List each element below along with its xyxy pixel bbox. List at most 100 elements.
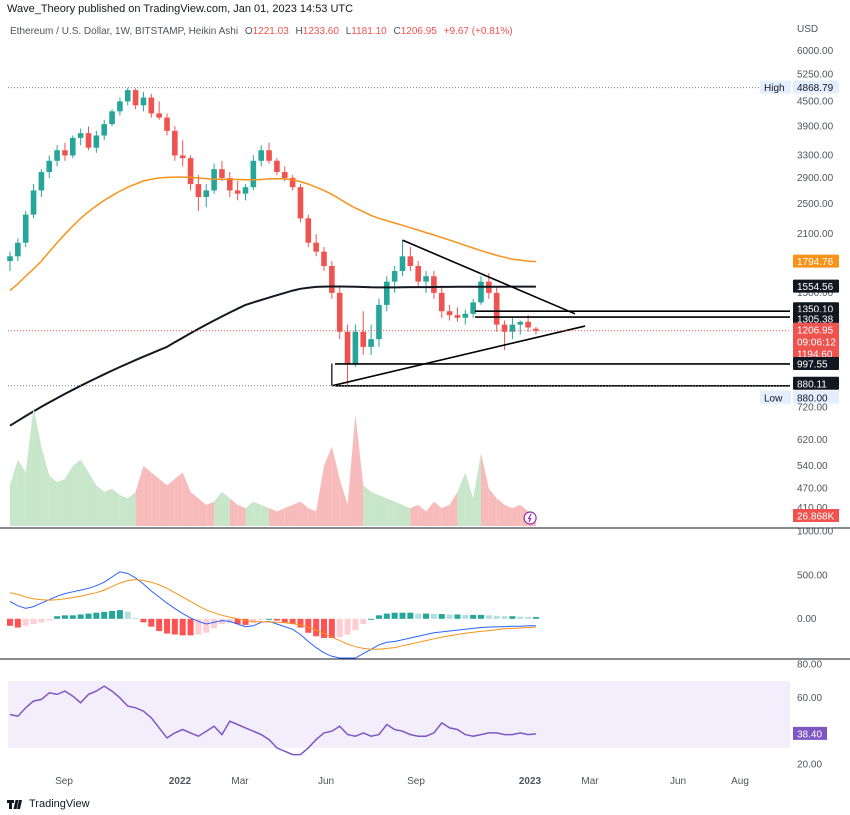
brand-label: TradingView — [29, 798, 90, 810]
candle-body — [164, 117, 170, 131]
candle-body — [384, 281, 390, 305]
macd-tick-label: 500.00 — [797, 570, 828, 581]
volume-area-segment — [386, 498, 395, 526]
candle-body — [501, 324, 508, 332]
ema-50-line — [9, 176, 536, 292]
volume-area-segment — [10, 459, 18, 526]
low-value: 880.00 — [797, 393, 828, 404]
candle-body — [329, 265, 335, 293]
volume-area-segment — [112, 488, 120, 526]
candle-body — [30, 190, 37, 215]
candle-body — [305, 218, 312, 243]
currency-label: USD — [797, 24, 818, 35]
volume-area-segment — [237, 504, 246, 526]
macd-histogram-bar — [470, 614, 477, 619]
candle-body — [478, 281, 484, 303]
macd-histogram-bar — [171, 618, 178, 635]
volume-area-segment — [72, 459, 81, 526]
volume-area-segment — [182, 472, 191, 526]
ma-value-tag-bg — [793, 279, 839, 293]
volume-area-segment — [394, 501, 403, 526]
volume-area-segment — [496, 498, 505, 526]
price-tick-label: 2900.00 — [797, 173, 834, 184]
volume-area-segment — [174, 472, 183, 526]
volume-area-segment — [104, 488, 113, 526]
volume-area-segment — [64, 465, 73, 526]
price-tick-label: 5250.00 — [797, 70, 834, 81]
volume-area-segment — [17, 459, 26, 526]
upper-trendline — [402, 239, 576, 315]
candle-body — [407, 256, 414, 266]
macd-histogram-bar — [61, 615, 68, 619]
candle-body — [431, 276, 437, 293]
macd-histogram-bar — [478, 614, 484, 619]
footer[interactable]: TradingView — [7, 796, 90, 812]
candle-body — [15, 242, 21, 257]
macd-histogram-bar — [38, 618, 45, 623]
ma-value-tag: 1554.56 — [797, 282, 834, 293]
volume-area-segment — [292, 501, 301, 526]
volume-area-segment — [214, 491, 222, 526]
volume-area-segment — [300, 501, 309, 526]
candle-body — [281, 172, 288, 178]
price-pane: 6000.00 5250.00 4500.00 3900.00 3300.00 2900.… — [7, 40, 839, 427]
macd-histogram-bar — [85, 613, 92, 619]
legend-c: 1206.95 — [401, 26, 438, 37]
macd-histogram-bar — [509, 616, 516, 619]
volume-area-segment — [229, 498, 238, 526]
signal-line — [9, 579, 536, 650]
candle-body — [132, 90, 139, 106]
x-tick-label: Sep — [55, 776, 73, 787]
candle-body — [352, 331, 359, 364]
macd-histogram-bar — [69, 615, 76, 619]
macd-histogram-bar — [273, 618, 280, 621]
ema-value-tag-bg — [793, 254, 839, 268]
x-tick-label: Jun — [670, 776, 686, 787]
macd-histogram-bar — [485, 615, 492, 619]
legend-change: +9.67 (+0.81%) — [444, 26, 513, 37]
macd-histogram-bar — [101, 611, 108, 619]
volume-area-segment — [316, 465, 324, 526]
volume-area-segment — [57, 478, 65, 526]
candle-body — [517, 321, 524, 325]
candle-body — [124, 90, 131, 102]
macd-histogram-bar — [532, 617, 539, 619]
legend-h-label: H — [296, 26, 303, 37]
macd-histogram-bar — [430, 614, 437, 619]
candle-body — [7, 256, 13, 262]
volume-area-segment — [221, 491, 230, 526]
candle-body — [423, 276, 429, 282]
volume-last-tag-bg — [793, 509, 839, 522]
chart-area[interactable]: 6000.00 5250.00 4500.00 3900.00 3300.00 2900.… — [0, 18, 850, 793]
volume-area-segment — [261, 504, 270, 526]
candle-body — [289, 177, 296, 188]
candle-body — [274, 160, 280, 173]
macd-histogram-bar — [14, 618, 21, 628]
low-value-bg — [793, 390, 839, 404]
price-tick-label: 3300.00 — [797, 150, 834, 161]
macd-histogram-bar — [258, 618, 265, 620]
macd-histogram-bar — [30, 618, 37, 625]
volume-area-segment — [347, 413, 356, 526]
last-price-tag-bg — [793, 322, 839, 361]
volume-area-segment — [198, 498, 207, 526]
macd-histogram-bar — [383, 613, 390, 619]
candle-body — [242, 187, 249, 194]
volume-area-segment — [276, 508, 285, 526]
candle-body — [77, 133, 84, 138]
publish-header: Wave_Theory published on TradingView.com… — [7, 3, 354, 15]
candle-body — [344, 331, 351, 364]
volume-area-segment — [363, 485, 372, 526]
candle-body — [54, 150, 60, 161]
volume-area-segment — [449, 491, 458, 526]
macd-pane: 1000.00 500.00 0.00 — [0, 527, 850, 660]
rsi-tick-label: 80.00 — [797, 659, 822, 670]
candle-body — [227, 177, 233, 191]
volume-area-segment — [269, 508, 277, 526]
macd-histogram-bar — [266, 618, 273, 620]
price-tick-label: 2500.00 — [797, 199, 834, 210]
legend-c-label: C — [393, 26, 400, 37]
macd-histogram-bar — [415, 613, 422, 619]
macd-histogram-bar — [423, 613, 430, 619]
macd-histogram-bar — [375, 615, 382, 619]
